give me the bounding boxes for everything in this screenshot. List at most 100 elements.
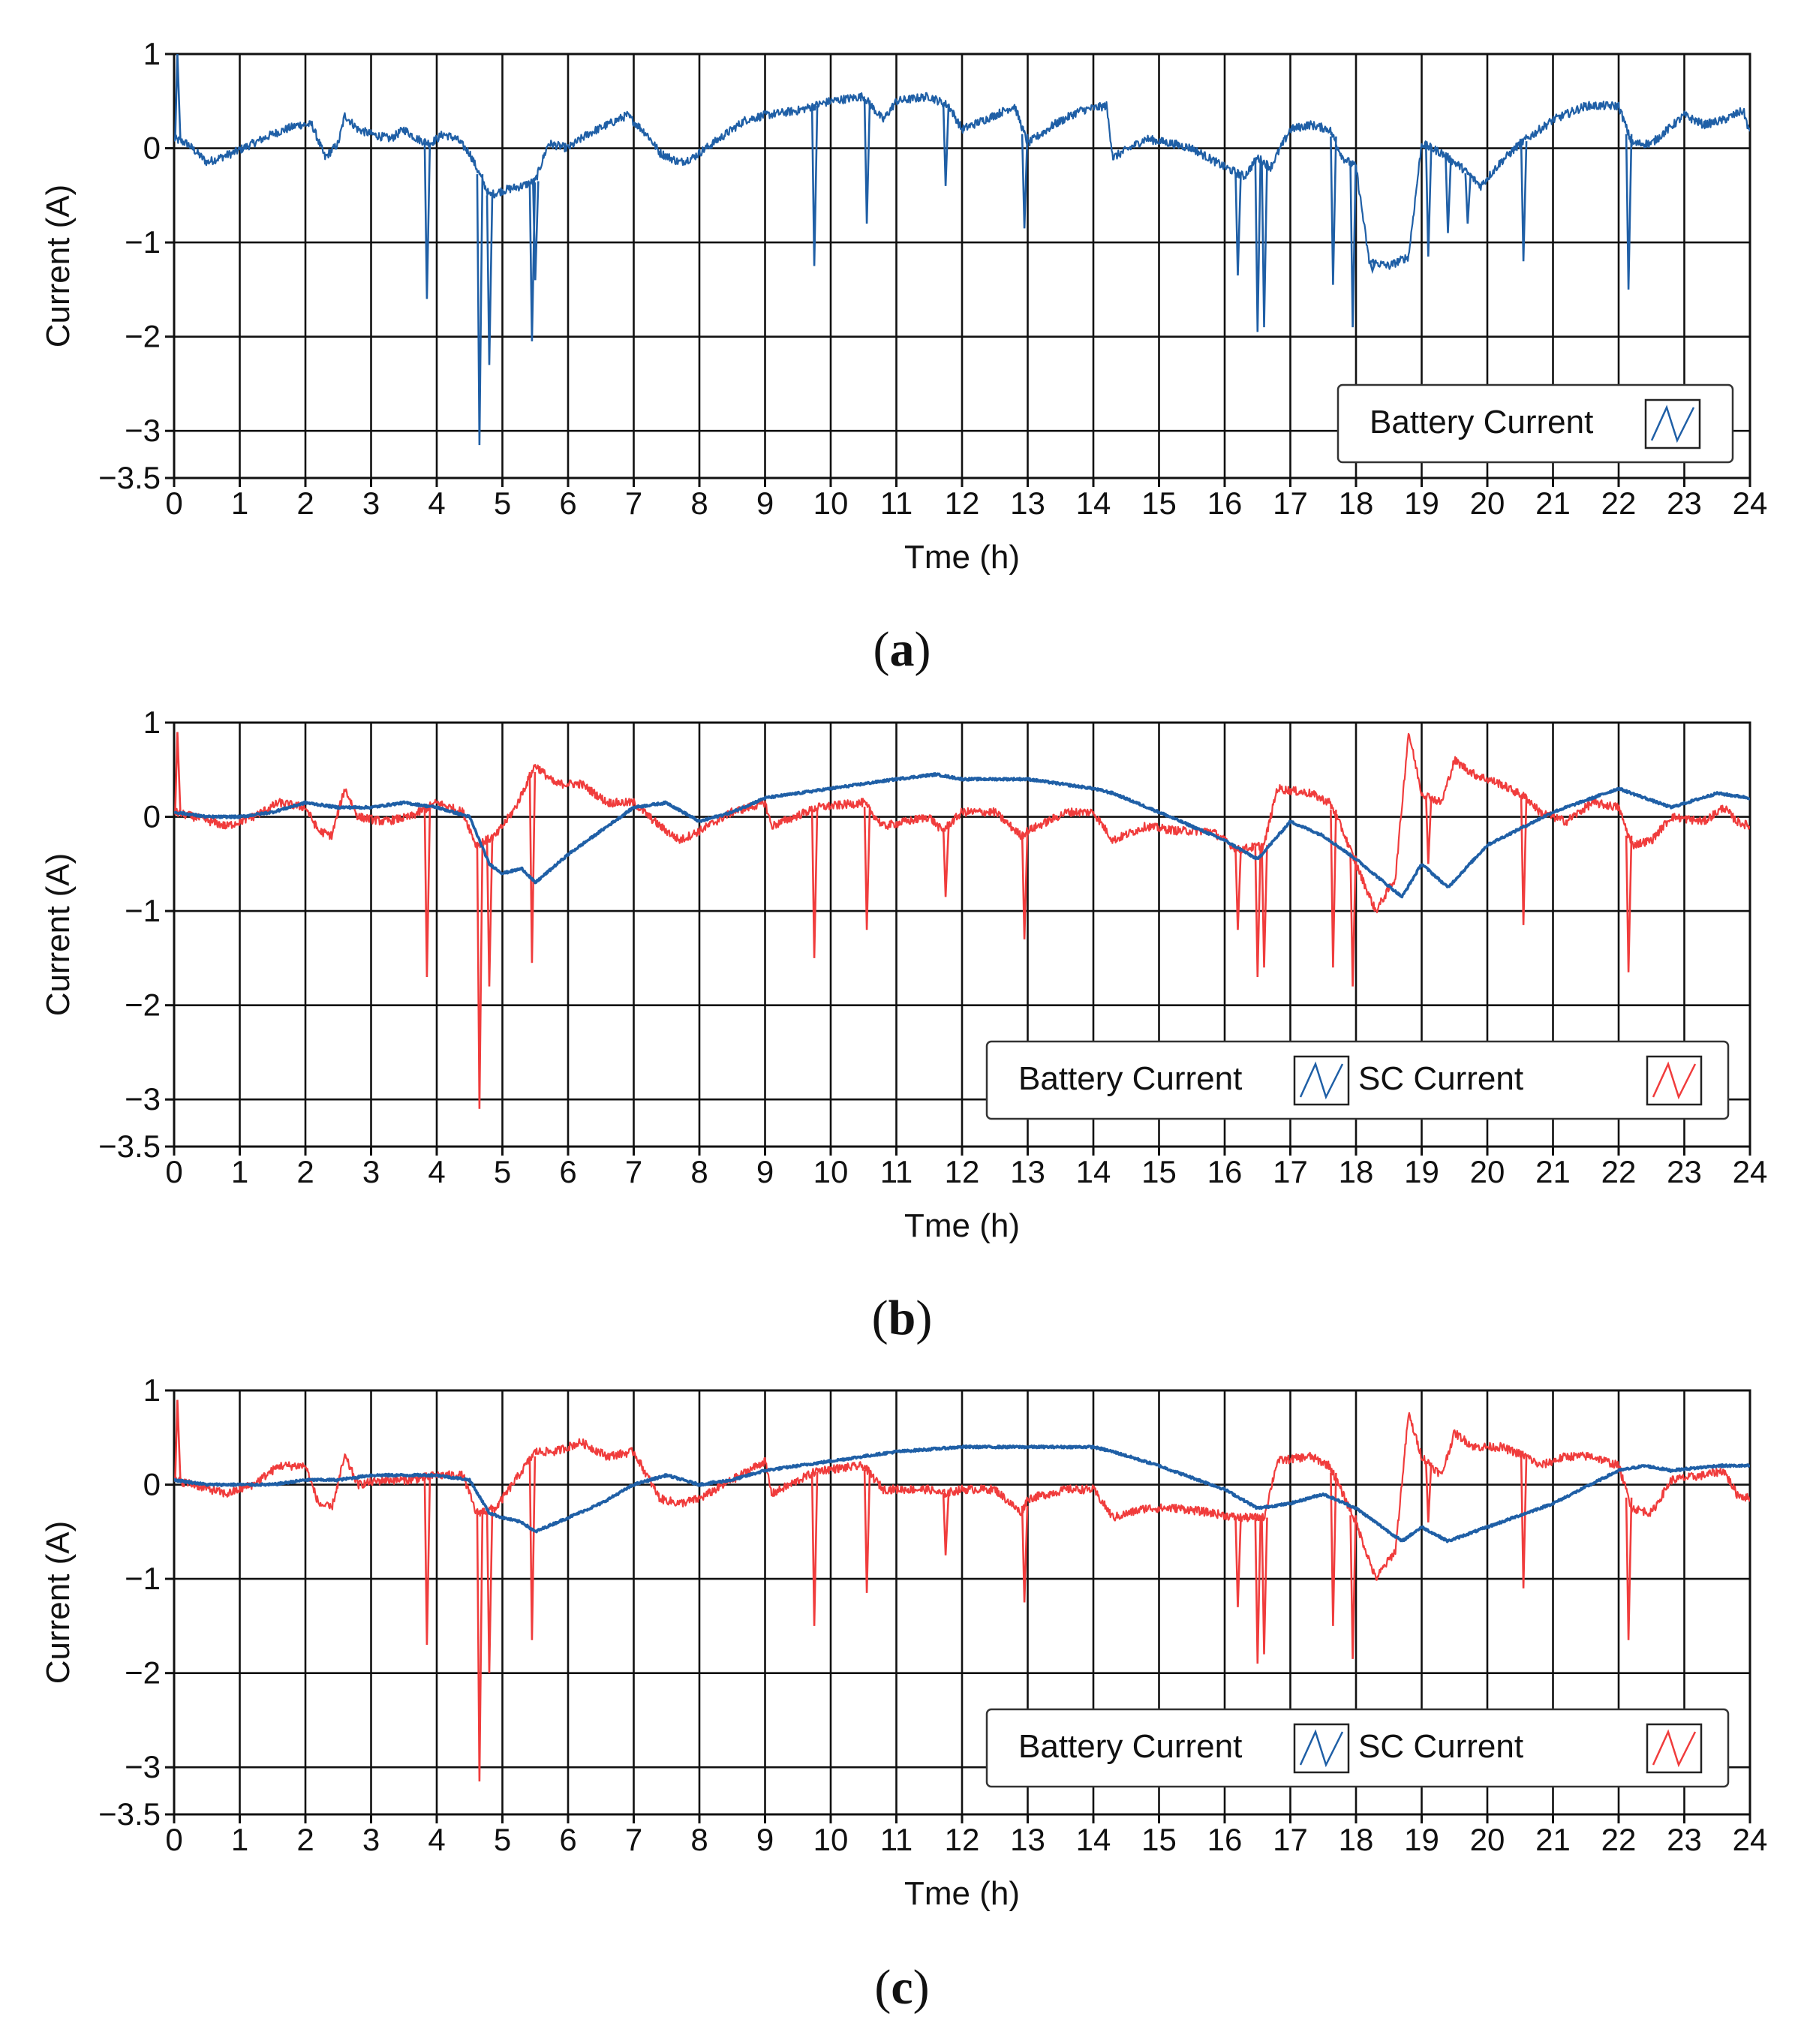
sc-current-spike (486, 1509, 494, 1673)
x-tick-label: 7 (625, 1822, 642, 1857)
x-tick-label: 14 (1076, 1154, 1111, 1189)
panel-c: 0 1 2 3 4 5 6 7 8 9 10 11 12 13 14 15 16 17 18 19 20 21 22 23 24… (40, 1372, 1767, 2015)
x-tick-label: 14 (1076, 1822, 1111, 1857)
panel-b: 0 1 2 3 4 5 6 7 8 9 10 11 12 13 14 15 16 17 18 19 20 21 22 23 24… (40, 705, 1767, 1345)
x-tick-label: 10 (813, 1154, 849, 1189)
legend: Battery Current SC Current (985, 1040, 1730, 1120)
legend-label: SC Current (1358, 1060, 1523, 1097)
x-tick-label: 11 (880, 1154, 913, 1189)
x-tick-label: 22 (1601, 1154, 1637, 1189)
y-tick-label: −2 (125, 319, 161, 354)
y-tick-label: −1 (125, 1561, 161, 1596)
sc-current-spike (1625, 835, 1633, 972)
y-tick-label: 1 (143, 705, 161, 740)
battery-current-spike (1520, 141, 1528, 262)
x-tick-label: 2 (296, 485, 314, 521)
y-tick-label: 1 (143, 36, 161, 71)
x-tick-label: 21 (1535, 1154, 1571, 1189)
sc-current-spike (810, 808, 819, 958)
plot-area (174, 732, 1750, 1109)
x-tick-label: 6 (559, 1154, 576, 1189)
x-tick-label: 9 (756, 485, 774, 521)
x-tick-label: 0 (165, 1822, 182, 1857)
x-tick-label: 3 (362, 1154, 380, 1189)
x-tick-label: 8 (690, 1822, 708, 1857)
x-tick-label: 5 (494, 1154, 511, 1189)
battery-current-spike (810, 106, 819, 266)
sc-current-spike (476, 843, 484, 1109)
x-tick-label: 7 (625, 1154, 642, 1189)
legend: Battery Current SC Current (985, 1708, 1730, 1788)
x-tick-label: 2 (296, 1154, 314, 1189)
x-tick-label: 16 (1207, 1154, 1243, 1189)
battery-current-spike (174, 54, 182, 140)
sc-current-spike (1261, 845, 1268, 968)
legend-swatch (1650, 404, 1695, 443)
sc-current-spike (423, 1477, 431, 1646)
x-tick-label: 10 (813, 485, 849, 521)
sc-current-spike (1349, 1515, 1357, 1659)
legend-box (985, 1040, 1730, 1120)
x-tick-label: 22 (1601, 485, 1637, 521)
battery-current-spike (423, 142, 431, 299)
battery-current-spike (1261, 162, 1268, 328)
battery-current-spike (1425, 146, 1433, 257)
sc-current-spike (1234, 849, 1242, 930)
sc-current-spike (1261, 1517, 1268, 1655)
sc-current-line (174, 1411, 1750, 1581)
x-tick-label: 3 (362, 485, 380, 521)
x-tick-label: 23 (1667, 1154, 1702, 1189)
x-tick-label: 0 (165, 1154, 182, 1189)
x-tick-label: 15 (1141, 1822, 1177, 1857)
x-tick-label: 1 (231, 485, 248, 521)
sc-current-spike (1349, 855, 1357, 987)
y-tick-label: 0 (143, 799, 161, 834)
y-axis-label: Current (A) (40, 185, 77, 348)
sc-current-spike (1425, 796, 1433, 864)
x-tick-label: 1 (231, 1154, 248, 1189)
x-tick-label: 20 (1470, 1154, 1505, 1189)
y-tick-label: −3 (125, 1081, 161, 1117)
x-tick-label: 2 (296, 1822, 314, 1857)
battery-current-spike (1445, 158, 1452, 233)
x-tick-label: 17 (1273, 1822, 1308, 1857)
sc-current-spike (528, 1456, 537, 1640)
x-tick-label: 12 (945, 485, 980, 521)
panel-caption: (b) (872, 1291, 933, 1345)
y-tick-label: −3.5 (98, 1129, 161, 1164)
legend-swatch (1299, 1061, 1344, 1100)
y-tick-label: −3 (125, 1749, 161, 1784)
sc-current-spike (1520, 796, 1528, 925)
plot-area (174, 1399, 1750, 1782)
y-tick-label: −2 (125, 1655, 161, 1691)
sc-current-spike (486, 838, 494, 987)
plot-area (174, 54, 1750, 446)
sc-current-spike (1330, 1472, 1337, 1626)
battery-current-spike (1254, 158, 1262, 332)
x-axis-label: Tme (h) (904, 1875, 1020, 1912)
x-tick-label: 14 (1076, 485, 1111, 521)
x-tick-label: 5 (494, 1822, 511, 1857)
x-tick-label: 18 (1339, 1822, 1374, 1857)
x-tick-label: 8 (690, 485, 708, 521)
x-tick-label: 8 (690, 1154, 708, 1189)
legend-box (1336, 383, 1734, 464)
x-tick-label: 4 (428, 1822, 445, 1857)
x-tick-label: 24 (1733, 1822, 1768, 1857)
sc-current-spike (1021, 833, 1029, 939)
sc-current-spike (174, 1399, 182, 1481)
battery-current-line (174, 1444, 1750, 1544)
x-tick-label: 17 (1273, 1154, 1308, 1189)
sc-current-spike (942, 828, 950, 897)
sc-current-spike (863, 806, 871, 930)
x-tick-label: 10 (813, 1822, 849, 1857)
sc-current-spike (1625, 1497, 1633, 1640)
y-tick-label: 1 (143, 1372, 161, 1408)
x-tick-label: 12 (945, 1154, 980, 1189)
x-tick-label: 1 (231, 1822, 248, 1857)
y-tick-label: −3.5 (98, 460, 161, 495)
panel-caption: (c) (874, 1960, 929, 2015)
y-tick-label: −3.5 (98, 1796, 161, 1832)
x-tick-label: 11 (880, 1822, 913, 1857)
battery-current-spike (1625, 134, 1633, 290)
